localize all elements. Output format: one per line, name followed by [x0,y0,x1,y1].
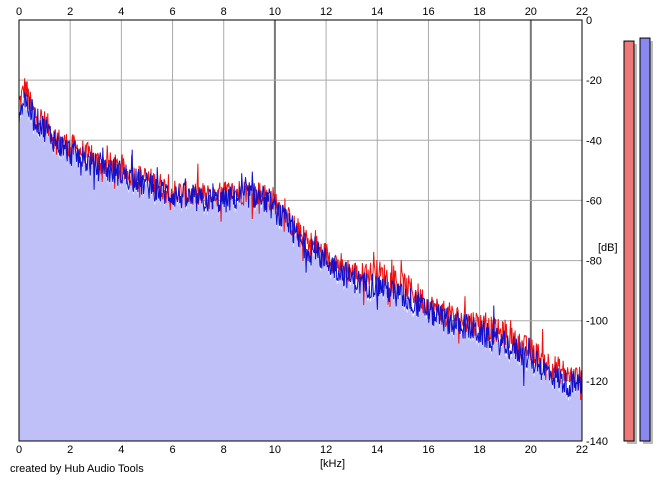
plot-frame [18,19,583,442]
x-tick-label: 16 [422,6,434,18]
y-tick-labels: 0 -20 -40 -60 -80 -100 -120 -140 [586,15,608,448]
y-tick-label: -60 [586,195,602,207]
y-tick-label: 0 [586,15,592,27]
x-tick-label: 20 [525,6,537,18]
x-tick-label: 8 [221,6,227,18]
x-tick-label: 16 [422,444,434,456]
y-tick-label: -140 [586,436,608,448]
x-tick-label: 12 [320,6,332,18]
x-tick-label: 10 [269,444,281,456]
level-meters [623,37,653,445]
level-meter-bar [639,37,651,442]
spectrum-fill [19,97,582,442]
y-tick-label: -20 [586,75,602,87]
x-tick-label: 2 [67,444,73,456]
x-axis-label: [kHz] [320,458,345,470]
y-tick-label: -40 [586,135,602,147]
x-tick-label: 8 [221,444,227,456]
x-tick-label: 22 [576,6,588,18]
x-tick-label: 22 [576,444,588,456]
y-tick-label: -80 [586,256,602,268]
x-tick-label: 2 [67,6,73,18]
x-tick-label: 12 [320,444,332,456]
x-tick-label: 20 [525,444,537,456]
x-tick-label: 10 [269,6,281,18]
x-tick-label: 4 [118,6,124,18]
x-tick-label: 18 [474,6,486,18]
level-meter-bar [623,40,635,442]
y-axis-label: [dB] [598,242,618,254]
x-tick-label: 4 [118,444,124,456]
x-tick-label: 6 [169,444,175,456]
x-tick-label: 0 [16,6,22,18]
x-tick-label: 14 [371,6,383,18]
y-tick-label: -100 [586,316,608,328]
series-lines [18,78,583,401]
x-tick-label: 18 [474,444,486,456]
series-line-blue [18,91,583,398]
credit-text: created by Hub Audio Tools [10,463,144,475]
y-tick-label: -120 [586,376,608,388]
x-tick-label: 6 [169,6,175,18]
x-tick-labels-bottom: 0 2 4 6 8 10 12 14 16 18 20 22 [16,444,588,456]
x-tick-label: 0 [16,444,22,456]
spectrum-area [19,97,582,442]
x-tick-label: 14 [371,444,383,456]
x-tick-labels-top: 0 2 4 6 8 10 12 14 16 18 20 22 [16,6,588,18]
